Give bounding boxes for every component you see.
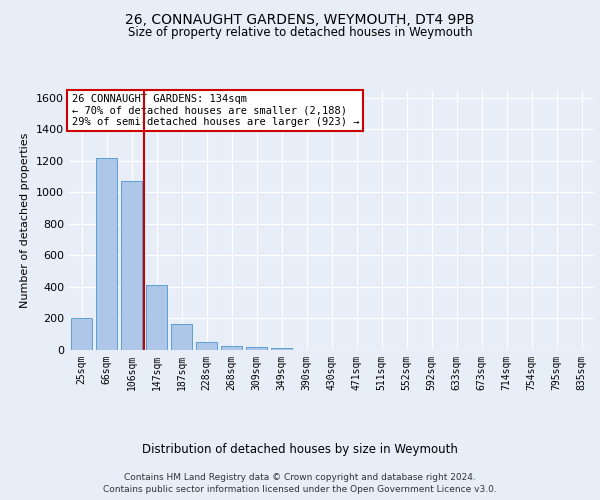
Bar (271, 348, 292, 350)
Text: 26, CONNAUGHT GARDENS, WEYMOUTH, DT4 9PB: 26, CONNAUGHT GARDENS, WEYMOUTH, DT4 9PB (125, 12, 475, 26)
Text: Contains public sector information licensed under the Open Government Licence v3: Contains public sector information licen… (103, 485, 497, 494)
Bar (96, 158, 117, 350)
Bar (121, 180, 142, 350)
Text: 26 CONNAUGHT GARDENS: 134sqm
← 70% of detached houses are smaller (2,188)
29% of: 26 CONNAUGHT GARDENS: 134sqm ← 70% of de… (71, 94, 359, 127)
Bar (196, 342, 217, 350)
Text: Contains HM Land Registry data © Crown copyright and database right 2024.: Contains HM Land Registry data © Crown c… (124, 472, 476, 482)
Bar (246, 348, 267, 350)
Bar (71, 318, 92, 350)
Text: Size of property relative to detached houses in Weymouth: Size of property relative to detached ho… (128, 26, 472, 39)
Y-axis label: Number of detached properties: Number of detached properties (20, 132, 31, 308)
Text: Distribution of detached houses by size in Weymouth: Distribution of detached houses by size … (142, 442, 458, 456)
Bar (171, 324, 192, 350)
Bar (221, 346, 242, 350)
Bar (146, 286, 167, 350)
